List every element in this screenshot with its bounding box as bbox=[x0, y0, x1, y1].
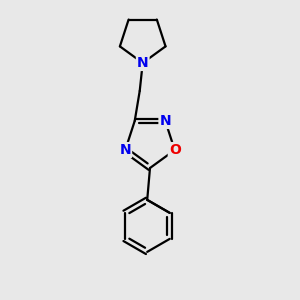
Text: O: O bbox=[169, 143, 181, 157]
Text: N: N bbox=[160, 114, 171, 128]
Text: N: N bbox=[119, 143, 131, 157]
Text: N: N bbox=[137, 56, 148, 70]
